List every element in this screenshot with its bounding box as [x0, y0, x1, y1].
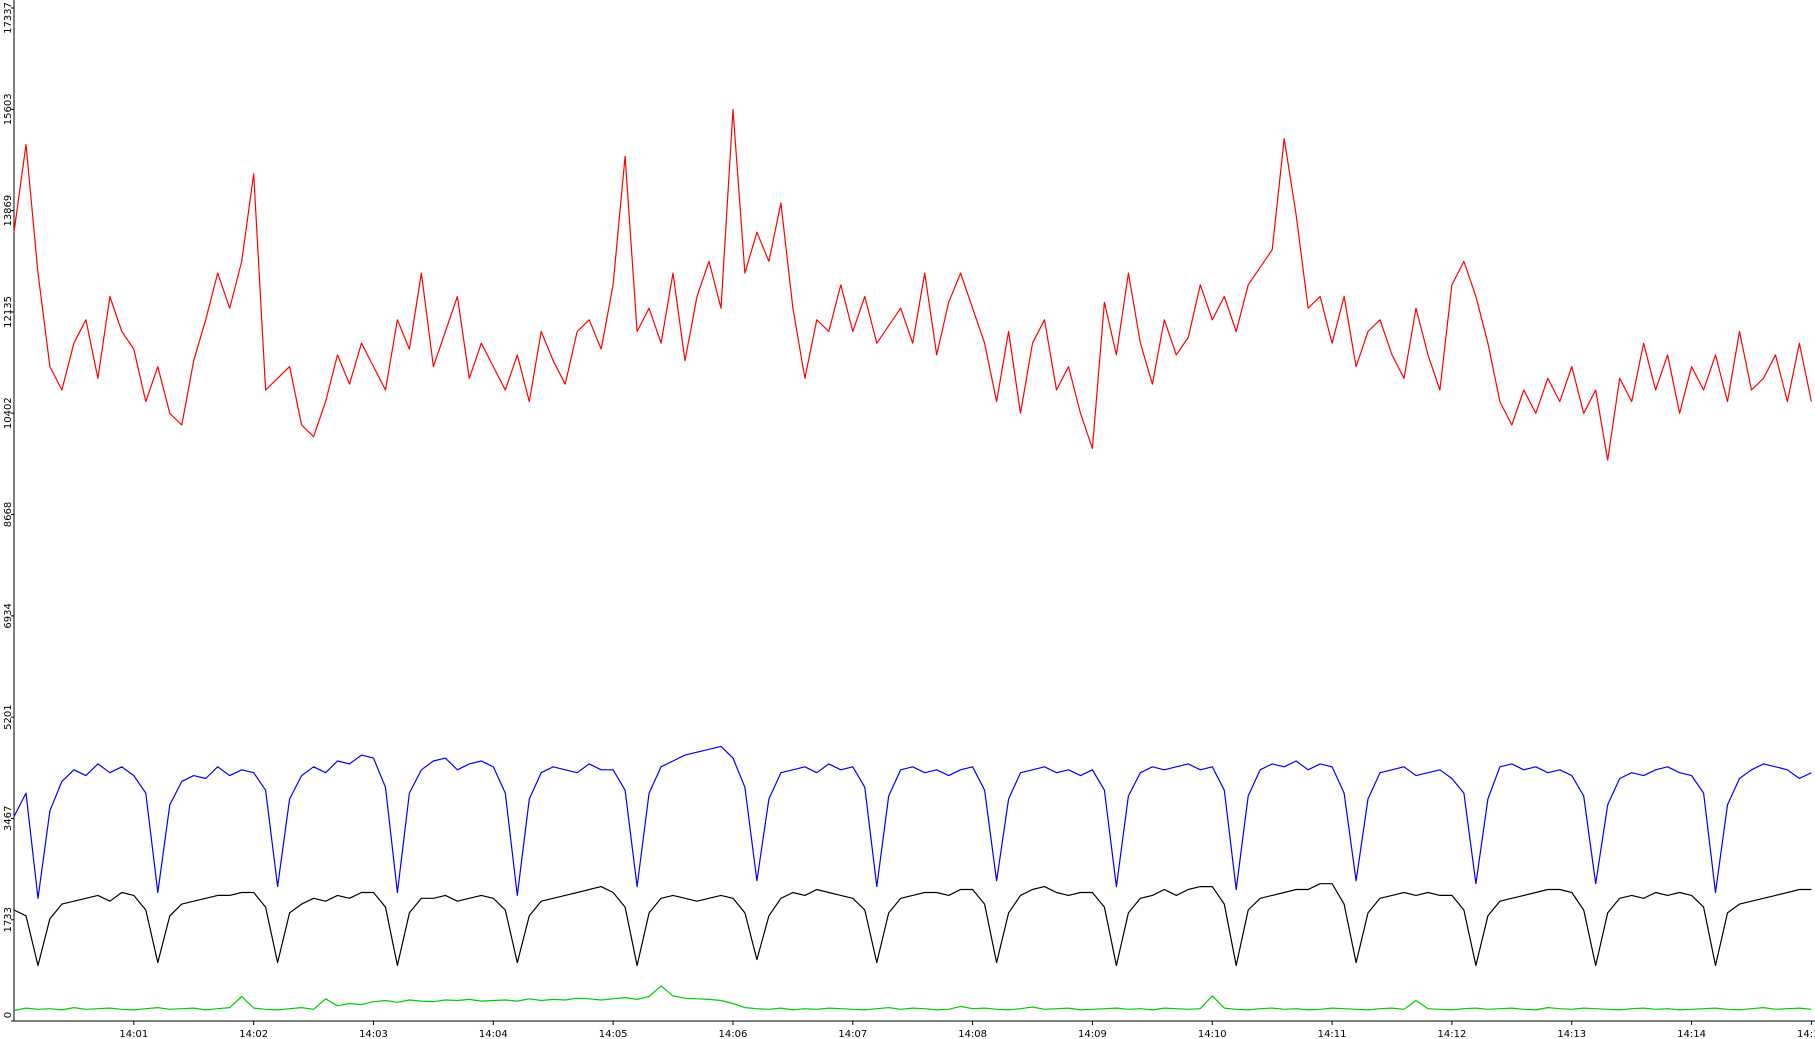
x-tick-label: 14:09 — [1078, 1029, 1107, 1039]
y-tick-label: 15603 — [3, 93, 14, 125]
series-line — [13, 108, 1812, 461]
x-tick-label: 14:06 — [719, 1029, 748, 1039]
x-tick-label: 14:10 — [1198, 1029, 1227, 1039]
series-line — [13, 985, 1812, 1012]
x-tick-label: 14:08 — [958, 1029, 987, 1039]
x-tick-label: 14:13 — [1557, 1029, 1586, 1039]
x-tick-label: 14:11 — [1318, 1029, 1347, 1039]
y-tick-label: 3467 — [3, 806, 14, 831]
series-line — [13, 745, 1812, 899]
y-tick-label: 0 — [3, 1012, 14, 1018]
y-tick-label: 1733 — [3, 907, 14, 932]
x-tick-label: 14:12 — [1438, 1029, 1467, 1039]
x-tick-label: 14:07 — [838, 1029, 867, 1039]
y-tick-label: 5201 — [3, 704, 14, 729]
x-tick-label: 14:14 — [1677, 1029, 1706, 1039]
y-tick-label: 13869 — [3, 195, 14, 227]
y-tick-label: 17337 — [3, 2, 14, 34]
x-tick-label: 14:15 — [1797, 1029, 1815, 1039]
x-tick-label: 14:04 — [479, 1029, 508, 1039]
x-tick-label: 14:03 — [359, 1029, 388, 1039]
y-tick-label: 8668 — [3, 502, 14, 527]
x-tick-label: 14:01 — [119, 1029, 148, 1039]
y-tick-label: 10402 — [3, 397, 14, 429]
y-tick-label: 6934 — [3, 603, 14, 628]
x-tick-label: 14:05 — [599, 1029, 628, 1039]
series-line — [13, 883, 1812, 967]
y-tick-label: 12135 — [3, 296, 14, 328]
x-tick-label: 14:02 — [239, 1029, 268, 1039]
